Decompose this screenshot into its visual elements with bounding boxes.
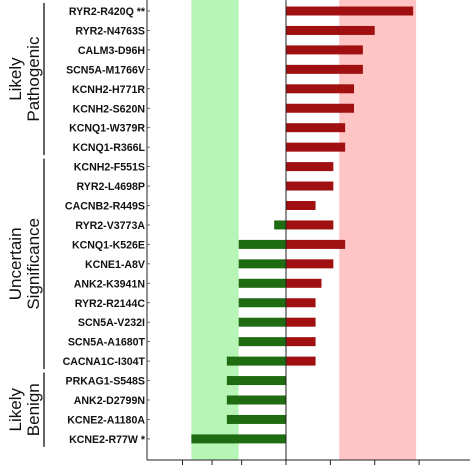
bar-label: KCNE2-A1180A bbox=[67, 414, 145, 426]
bar-positive bbox=[286, 278, 322, 288]
axes-layer bbox=[146, 0, 470, 465]
bar-label: RYR2-R420Q ** bbox=[69, 6, 146, 18]
benign-zone bbox=[191, 0, 239, 460]
pathogenic-zone bbox=[339, 0, 417, 460]
bar-positive bbox=[286, 201, 316, 210]
bar-positive bbox=[286, 123, 346, 133]
bar-positive bbox=[286, 337, 316, 347]
bar-label: PRKAG1-S548S bbox=[66, 376, 145, 388]
bar-negative bbox=[238, 298, 286, 308]
bar-label: RYR2-N4763S bbox=[75, 25, 145, 37]
bar-negative bbox=[226, 414, 286, 424]
bar-label: KCNQ1-W379R bbox=[69, 123, 145, 135]
bar-label: RYR2-R2144C bbox=[75, 298, 146, 310]
bar-positive bbox=[286, 142, 346, 152]
bar-negative bbox=[238, 317, 286, 327]
group-label-line: Likely bbox=[6, 57, 25, 101]
bar-label: CACNA1C-I304T bbox=[63, 356, 146, 368]
bar-positive bbox=[286, 6, 414, 16]
group-label: LikelyPathogenic bbox=[6, 36, 43, 122]
bar-positive bbox=[286, 317, 316, 327]
bar-positive bbox=[286, 181, 334, 191]
bar-negative bbox=[238, 259, 286, 269]
bar-label: CALM3-D96H bbox=[78, 45, 145, 57]
bar-positive bbox=[286, 239, 346, 249]
bar-negative bbox=[191, 434, 286, 444]
bar-labels-layer: RYR2-R420Q ** RYR2-N4763S CALM3-D96H SCN5A-… bbox=[63, 6, 146, 446]
bar-label: KCNQ1-K526E bbox=[72, 239, 145, 251]
bar-label: RYR2-L4698P bbox=[77, 181, 146, 193]
bar-negative bbox=[226, 395, 286, 405]
group-label: LikelyBenign bbox=[6, 383, 43, 436]
bar-label: CACNB2-R449S bbox=[65, 201, 145, 213]
bar-label: SCN5A-A1680T bbox=[68, 337, 146, 349]
group-label-line: Significance bbox=[24, 218, 43, 310]
bar-label: SCN5A-V232I bbox=[78, 317, 145, 329]
bar-positive bbox=[286, 84, 355, 94]
bar-positive bbox=[286, 356, 316, 366]
bar-positive bbox=[286, 64, 363, 74]
bar-negative bbox=[238, 278, 286, 288]
group-label-line: Pathogenic bbox=[24, 36, 43, 122]
group-labels-layer: LikelyPathogenicUncertainSignificanceLik… bbox=[6, 3, 45, 447]
group-label-line: Benign bbox=[24, 383, 43, 436]
bar-label: ANK2-D2799N bbox=[74, 395, 145, 407]
bar-negative bbox=[226, 356, 286, 366]
bar-positive bbox=[286, 220, 334, 230]
bar-label: RYR2-V3773A bbox=[75, 220, 145, 232]
bar-positive bbox=[286, 25, 375, 35]
bar-label: KCNE1-A8V bbox=[85, 259, 145, 271]
bar-label: KCNE2-R77W * bbox=[69, 434, 146, 446]
bar-label: SCN5A-M1766V bbox=[66, 64, 145, 76]
bar-positive bbox=[286, 259, 334, 269]
bar-negative bbox=[238, 239, 286, 249]
bar-positive bbox=[286, 162, 334, 172]
bar-positive bbox=[286, 45, 363, 55]
group-label-line: Likely bbox=[6, 387, 25, 431]
group-label: UncertainSignificance bbox=[6, 218, 43, 310]
bar-label: KCNH2-F551S bbox=[74, 162, 145, 174]
bar-positive bbox=[286, 103, 355, 113]
bar-label: ANK2-K3941N bbox=[74, 278, 145, 290]
bar-negative bbox=[238, 337, 286, 347]
bars-layer bbox=[191, 6, 414, 444]
bar-label: KCNQ1-R366L bbox=[73, 142, 146, 154]
bar-label: KCNH2-H771R bbox=[72, 84, 145, 96]
bar-negative bbox=[226, 376, 286, 386]
bar-negative bbox=[274, 220, 286, 230]
group-label-line: Uncertain bbox=[6, 227, 25, 300]
bar-positive bbox=[286, 298, 316, 308]
bar-label: KCNH2-S620N bbox=[73, 103, 145, 115]
shaded-zones bbox=[191, 0, 417, 460]
